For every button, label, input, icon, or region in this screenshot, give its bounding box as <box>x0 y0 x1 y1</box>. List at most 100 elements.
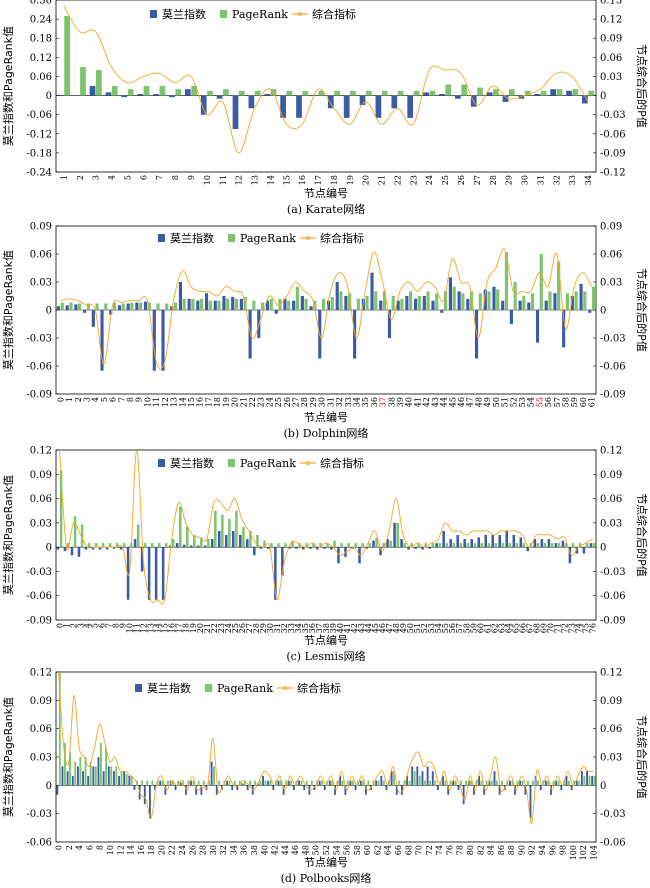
moran-bar <box>117 305 122 310</box>
moran-bar <box>89 86 96 96</box>
moran-bar <box>470 539 473 548</box>
pagerank-bar <box>319 543 322 548</box>
moran-bar <box>246 539 249 548</box>
x-tick-label: 50 <box>406 623 415 633</box>
pagerank-bar <box>291 540 294 548</box>
left-tick-label: 0.03 <box>30 278 52 289</box>
x-tick-label: 38 <box>250 845 259 855</box>
moran-bar <box>118 775 120 786</box>
pagerank-bar <box>381 90 388 96</box>
x-tick-label: 46 <box>457 397 466 407</box>
legend-label-pagerank: PageRank <box>232 8 288 21</box>
moran-bar <box>414 298 418 310</box>
pagerank-bar <box>374 291 378 310</box>
legend-label-pagerank: PageRank <box>240 457 296 470</box>
moran-bar <box>566 90 572 96</box>
pagerank-bar <box>157 543 161 548</box>
moran-bar <box>133 539 137 548</box>
x-tick-label: 72 <box>560 623 569 633</box>
right-tick-label: -0.12 <box>600 168 626 179</box>
moran-bar <box>323 547 326 549</box>
moran-bar <box>292 785 295 791</box>
left-tick-label: 0.09 <box>30 696 52 707</box>
moran-bar <box>178 282 182 310</box>
x-tick-label: 4 <box>75 845 84 850</box>
x-tick-label: 52 <box>322 845 331 855</box>
right-tick-label: 0.12 <box>600 446 622 457</box>
x-tick-label: 104 <box>589 845 598 860</box>
pagerank-bar <box>94 543 98 548</box>
moran-bar <box>491 535 495 548</box>
moran-bar <box>187 298 191 310</box>
x-tick-label: 51 <box>501 397 510 407</box>
moran-bar <box>76 766 79 786</box>
moran-bar <box>550 785 552 795</box>
pagerank-bar <box>96 70 102 96</box>
x-tick-label: 57 <box>455 623 464 633</box>
pagerank-bar <box>465 780 468 786</box>
moran-bar <box>168 545 172 548</box>
pagerank-bar <box>346 780 349 786</box>
pagerank-bar <box>377 780 380 786</box>
moran-bar <box>109 310 113 315</box>
x-tick-label: 0 <box>56 397 65 402</box>
x-tick-label: 68 <box>532 623 541 633</box>
moran-bar <box>380 775 383 786</box>
x-tick-label: 60 <box>476 623 485 633</box>
x-tick-label: 9 <box>187 175 196 180</box>
moran-bar <box>300 296 304 310</box>
moran-bar <box>502 95 509 102</box>
moran-bar <box>562 310 566 348</box>
right-tick-label: -0.09 <box>600 148 626 159</box>
left-tick-label: -0.06 <box>26 110 52 121</box>
moran-bar <box>457 291 461 310</box>
pagerank-bar <box>326 543 329 548</box>
pagerank-bar <box>480 780 483 786</box>
x-tick-label: 43 <box>431 397 440 407</box>
x-tick-label: 56 <box>544 397 553 407</box>
moran-bar <box>175 543 179 548</box>
pagerank-bar <box>434 780 437 786</box>
pagerank-bar <box>347 543 350 548</box>
pagerank-bar <box>147 302 151 310</box>
moran-bar <box>170 306 174 310</box>
left-tick-label: 0.03 <box>30 518 52 529</box>
legend-label-combined: 综合指标 <box>297 681 341 695</box>
moran-bar <box>349 780 352 786</box>
pagerank-bar <box>496 780 498 786</box>
legend-label-combined: 综合指标 <box>320 231 364 245</box>
x-tick-label: 4 <box>84 623 93 628</box>
moran-bar <box>467 780 470 786</box>
x-tick-label: 15 <box>282 175 291 185</box>
pagerank-bar <box>477 87 483 96</box>
pagerank-bar <box>532 780 534 786</box>
x-tick-label: 26 <box>283 397 292 407</box>
pagerank-bar <box>165 543 168 548</box>
x-tick-label: 7 <box>155 175 164 180</box>
moran-bar <box>153 93 159 96</box>
x-tick-label: 50 <box>312 845 321 855</box>
pagerank-bar <box>417 296 421 310</box>
legend-label-pagerank: PageRank <box>217 682 273 695</box>
moran-bar <box>298 780 300 786</box>
moran-bar <box>267 547 270 549</box>
x-tick-label: 75 <box>581 623 590 633</box>
x-tick-label: 39 <box>396 397 405 407</box>
x-tick-label: 23 <box>217 623 226 633</box>
x-tick-label: 49 <box>483 397 492 407</box>
x-tick-label: 2 <box>70 623 79 628</box>
x-tick-label: 41 <box>413 397 422 407</box>
x-tick-label: 60 <box>579 397 588 407</box>
moran-bar <box>313 785 316 791</box>
moran-bar <box>547 539 551 548</box>
moran-bar <box>148 785 151 819</box>
right-tick-label: 0.06 <box>600 494 622 505</box>
x-tick-label: 22 <box>168 845 177 855</box>
moran-bar <box>179 782 182 786</box>
pagerank-bar <box>565 293 569 310</box>
pagerank-bar <box>438 543 442 548</box>
moran-bar <box>144 301 148 310</box>
pagerank-bar <box>143 86 150 96</box>
pagerank-bar <box>234 298 238 310</box>
x-tick-label: 3 <box>77 623 86 628</box>
